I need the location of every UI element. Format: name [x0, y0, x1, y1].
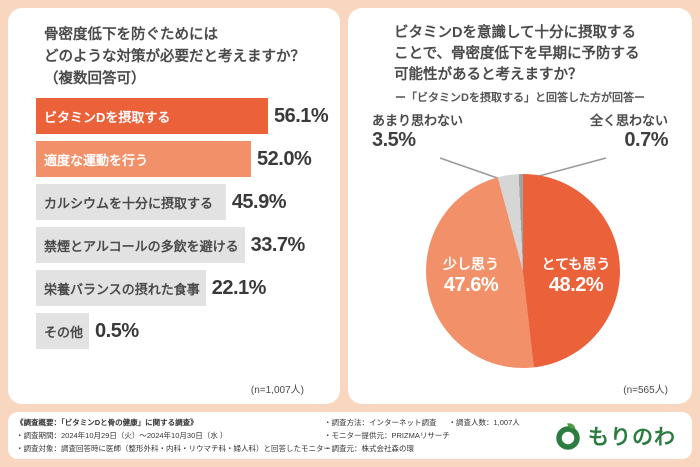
callout-mattaku-omowanai: 全く思わない 0.7%: [584, 110, 669, 152]
bar-label: 禁煙とアルコールの多飲を避ける: [44, 238, 239, 254]
bar-chart-title: 骨密度低下を防ぐためには どのような対策が必要だと考えますか？ （複数回答可）: [8, 8, 340, 90]
bar-label: カルシウムを十分に摂取する: [44, 195, 214, 211]
bar-row-no-smoking-alcohol: 禁煙とアルコールの多飲を避ける 33.7%: [36, 227, 330, 264]
survey-target: ・調査対象：調査回答時に医師（整形外科・内科・リウマチ科・婦人科）と回答したモニ…: [16, 444, 331, 453]
bar-value: 33.7%: [250, 233, 306, 256]
bar-value: 52.0%: [257, 147, 312, 170]
bar-value: 22.1%: [211, 276, 267, 299]
callout-value: 3.5%: [372, 129, 416, 151]
bar-balanced-diet: 栄養バランスの摂れた食事: [36, 270, 206, 307]
bar-row-balanced-diet: 栄養バランスの摂れた食事 22.1%: [36, 270, 330, 307]
bar-chart-title-line: （複数回答可）: [44, 70, 146, 87]
survey-monitor-provider: ・モニター提供元：PRIZMAリサーチ: [324, 431, 450, 440]
pie-chart-title-line: ことで、骨密度低下を早期に予防する: [394, 46, 640, 63]
pie-label-totemo-omou: とても思う 48.2%: [531, 254, 621, 297]
pie-slice-label: 少し思う: [443, 256, 499, 272]
bar-other: その他: [36, 313, 90, 350]
bar-chart-panel: 骨密度低下を防ぐためには どのような対策が必要だと考えますか？ （複数回答可） …: [8, 8, 340, 404]
bar-row-calcium: カルシウムを十分に摂取する 45.9%: [36, 184, 330, 221]
bar-label: ビタミンDを摂取する: [44, 109, 171, 125]
pie-sample-size-note: (n=565人): [623, 385, 668, 396]
survey-overview-heading: 《調査概要：「ビタミンDと骨の健康」に関する調査》: [16, 418, 198, 427]
pie-chart-title-line: 可能性があると考えますか？: [394, 67, 583, 84]
callout-value: 0.7%: [624, 129, 668, 151]
bar-label: その他: [44, 324, 84, 340]
bar-label: 適度な運動を行う: [44, 152, 149, 168]
bar-chart-title-line: 骨密度低下を防ぐためには: [44, 27, 218, 43]
bar-label: 栄養バランスの摂れた食事: [44, 281, 200, 297]
bar-value: 56.1%: [274, 104, 329, 127]
bar-value: 45.9%: [231, 190, 287, 213]
morinowa-logo: もりのわ: [553, 421, 682, 451]
survey-method: ・調査方法：インターネット調査: [324, 418, 437, 427]
pie-slice-value: 47.6%: [443, 274, 499, 296]
morinowa-logo-icon: [556, 422, 580, 450]
pie-chart-subtitle: ー「ビタミンDを摂取する」と回答した方が回答ー: [395, 92, 645, 105]
bar-row-vitamin-d: ビタミンDを摂取する 56.1%: [36, 98, 330, 135]
bar-no-smoking-alcohol: 禁煙とアルコールの多飲を避ける: [36, 227, 245, 264]
bar-sample-size-note: (n=1,007人): [250, 385, 304, 396]
callout-label: 全く思わない: [589, 113, 668, 128]
pie-chart-title-line: ビタミンDを意識して十分に摂取する: [394, 25, 637, 41]
callout-amari-omowanai: あまり思わない 3.5%: [372, 110, 463, 152]
survey-method-row: ・調査方法：インターネット調査 ・調査人数：1,007人: [324, 417, 520, 428]
bar-chart: ビタミンDを摂取する 56.1% 適度な運動を行う 52.0% カルシウムを十分…: [36, 98, 330, 350]
bar-vitamin-d: ビタミンDを摂取する: [36, 98, 268, 135]
bar-chart-title-line: どのような対策が必要だと考えますか？: [44, 48, 305, 65]
pie-slice-label: とても思う: [541, 256, 611, 272]
pie-label-sukoshi-omou: 少し思う 47.6%: [426, 254, 516, 297]
survey-info-footer: 《調査概要：「ビタミンDと骨の健康」に関する調査》 ・調査期間：2024年10月…: [8, 412, 692, 459]
bar-exercise: 適度な運動を行う: [36, 141, 252, 178]
survey-source: ・調査元：株式会社森の環: [324, 444, 414, 453]
survey-period: ・調査期間：2024年10月29日（火）～2024年10月30日（水 ）: [16, 431, 228, 440]
pie-chart-title: ビタミンDを意識して十分に摂取する ことで、骨密度低下を早期に予防する 可能性が…: [348, 8, 692, 86]
bar-calcium: カルシウムを十分に摂取する: [36, 184, 226, 221]
pie-slice-value: 48.2%: [548, 274, 604, 296]
pie-chart: とても思う 48.2% 少し思う 47.6%: [426, 174, 620, 368]
bar-value: 0.5%: [95, 319, 139, 342]
bar-row-exercise: 適度な運動を行う 52.0%: [36, 141, 330, 178]
morinowa-logo-text: もりのわ: [588, 425, 676, 449]
survey-info-left-column: 《調査概要：「ビタミンDと骨の健康」に関する調査》 ・調査期間：2024年10月…: [16, 417, 331, 454]
callout-label: あまり思わない: [372, 113, 464, 128]
survey-info-right-column: ・調査方法：インターネット調査 ・調査人数：1,007人 ・モニター提供元：PR…: [324, 417, 520, 454]
pie-chart-panel: ビタミンDを意識して十分に摂取する ことで、骨密度低下を早期に予防する 可能性が…: [348, 8, 692, 404]
bar-row-other: その他 0.5%: [36, 313, 330, 350]
survey-count: ・調査人数：1,007人: [448, 418, 520, 427]
